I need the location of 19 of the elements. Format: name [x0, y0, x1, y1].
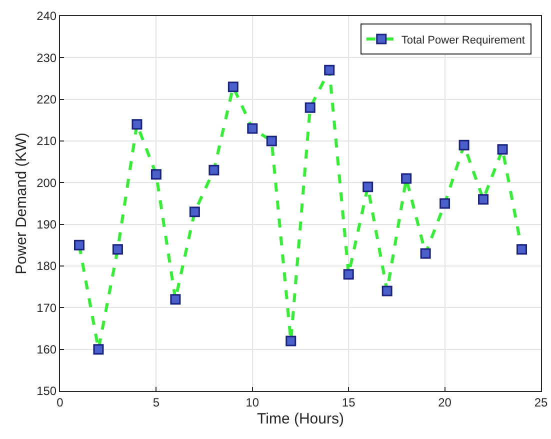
- x-tick-label: 0: [56, 395, 64, 410]
- y-axis-title: Power Demand (KW): [12, 132, 30, 274]
- y-tick-label: 210: [36, 134, 57, 148]
- y-tick-label: 150: [36, 384, 57, 398]
- x-tick-label: 10: [246, 395, 260, 410]
- x-tick-label: 15: [342, 395, 356, 410]
- y-tick-label: 240: [36, 9, 57, 24]
- y-tick-label: 220: [36, 92, 57, 107]
- x-tick-label: 25: [534, 395, 548, 410]
- y-tick-label: 200: [36, 176, 57, 190]
- x-tick-label: 20: [438, 395, 452, 410]
- x-tick-label: 5: [152, 395, 160, 410]
- y-tick-label: 160: [36, 342, 57, 357]
- y-tick-label: 230: [36, 50, 57, 65]
- y-tick-label: 170: [36, 300, 57, 315]
- legend-label: Total Power Requirement: [401, 34, 525, 46]
- x-axis-title: Time (Hours): [257, 410, 344, 428]
- y-tick-label: 180: [36, 259, 57, 274]
- y-tick-label: 190: [36, 218, 57, 232]
